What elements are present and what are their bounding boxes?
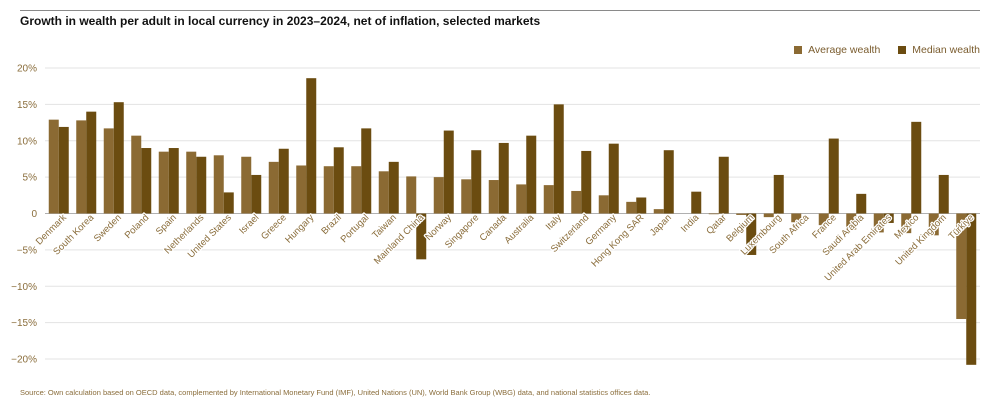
bar-median xyxy=(223,192,234,214)
bar-average xyxy=(873,213,884,233)
chart-title: Growth in wealth per adult in local curr… xyxy=(20,14,541,28)
bar-median xyxy=(856,193,867,214)
bar-average xyxy=(571,190,582,214)
legend-label-median: Median wealth xyxy=(912,44,980,56)
y-tick-label: 0 xyxy=(31,209,37,220)
bar-median xyxy=(278,148,289,214)
bar-average xyxy=(901,213,912,234)
bar-median xyxy=(773,174,784,214)
bar-average xyxy=(488,180,499,214)
bar-average xyxy=(268,161,279,214)
bar-median xyxy=(608,143,619,214)
bar-median xyxy=(938,174,949,214)
bars xyxy=(48,78,977,365)
category-label: Australia xyxy=(502,212,536,246)
y-tick-label: 20% xyxy=(17,64,37,75)
bar-median xyxy=(306,78,317,214)
bar-median xyxy=(663,150,674,214)
bar-median xyxy=(883,213,894,223)
bar-average xyxy=(461,179,472,214)
bar-average xyxy=(598,195,609,214)
category-label: Sweden xyxy=(92,212,124,244)
bar-average xyxy=(241,156,252,214)
y-tick-label: 5% xyxy=(23,173,38,184)
bar-median xyxy=(911,121,922,214)
bar-average xyxy=(791,213,802,223)
bar-average xyxy=(626,201,637,214)
bar-average xyxy=(928,213,939,236)
bar-average xyxy=(956,213,967,319)
legend: Average wealth Median wealth xyxy=(776,44,980,56)
legend-swatch-median xyxy=(898,46,907,54)
y-tick-label: −15% xyxy=(11,318,37,329)
bar-median xyxy=(691,191,702,214)
bar-average xyxy=(76,120,87,214)
category-label: Hungary xyxy=(283,212,316,245)
bar-average xyxy=(846,213,857,230)
bar-median xyxy=(168,148,179,214)
category-label: Israel xyxy=(237,212,261,236)
bar-average xyxy=(378,171,389,214)
y-tick-label: −10% xyxy=(11,282,37,293)
category-label: Poland xyxy=(123,212,152,241)
bar-average xyxy=(158,151,169,214)
bar-median xyxy=(553,104,564,214)
y-tick-label: 15% xyxy=(17,100,37,111)
category-label: Qatar xyxy=(704,212,729,237)
bar-median xyxy=(581,150,592,214)
bar-average xyxy=(818,213,829,226)
legend-item-average: Average wealth xyxy=(794,44,880,56)
bar-median xyxy=(746,213,757,255)
category-label: Italy xyxy=(544,212,564,232)
bar-average xyxy=(653,209,664,214)
bar-median xyxy=(113,102,124,214)
category-label: Brazil xyxy=(319,212,344,237)
bar-median xyxy=(196,156,207,214)
bar-average xyxy=(433,177,444,214)
y-tick-label: −5% xyxy=(17,245,37,256)
bar-average xyxy=(351,166,362,214)
bar-median xyxy=(86,111,97,214)
bar-average xyxy=(708,213,719,215)
y-tick-label: −20% xyxy=(11,355,37,366)
bar-median xyxy=(498,142,509,214)
bar-average xyxy=(103,128,114,214)
top-rule xyxy=(20,10,980,11)
category-label: India xyxy=(679,212,702,235)
bar-median xyxy=(251,174,262,214)
bar-median xyxy=(416,213,427,260)
bar-median xyxy=(333,147,344,214)
bar-median xyxy=(443,130,454,214)
bar-average xyxy=(296,165,307,214)
bar-average xyxy=(186,151,197,214)
bar-average xyxy=(516,184,527,214)
legend-swatch-average xyxy=(794,46,803,54)
bar-average xyxy=(543,185,554,214)
category-label: Spain xyxy=(154,212,179,237)
bar-median xyxy=(526,135,537,214)
category-label: Portugal xyxy=(339,212,372,245)
bar-average xyxy=(763,213,774,218)
bar-median xyxy=(471,150,482,214)
category-label: Japan xyxy=(648,212,674,238)
bar-median xyxy=(636,197,647,214)
bar-average xyxy=(131,135,142,214)
bar-median xyxy=(966,213,977,365)
source-note: Source: Own calculation based on OECD da… xyxy=(20,388,651,397)
bar-average xyxy=(48,119,59,214)
bar-median xyxy=(828,138,839,214)
bar-median xyxy=(361,128,372,214)
y-tick-label: 10% xyxy=(17,136,37,147)
legend-item-median: Median wealth xyxy=(898,44,980,56)
bar-average xyxy=(213,155,224,214)
bar-average xyxy=(406,176,417,214)
legend-label-average: Average wealth xyxy=(808,44,881,56)
bar-median xyxy=(58,126,69,214)
bar-average xyxy=(323,166,334,214)
bar-average xyxy=(736,213,747,215)
bar-median xyxy=(141,148,152,214)
bar-median xyxy=(388,161,399,214)
bar-median xyxy=(718,156,729,214)
